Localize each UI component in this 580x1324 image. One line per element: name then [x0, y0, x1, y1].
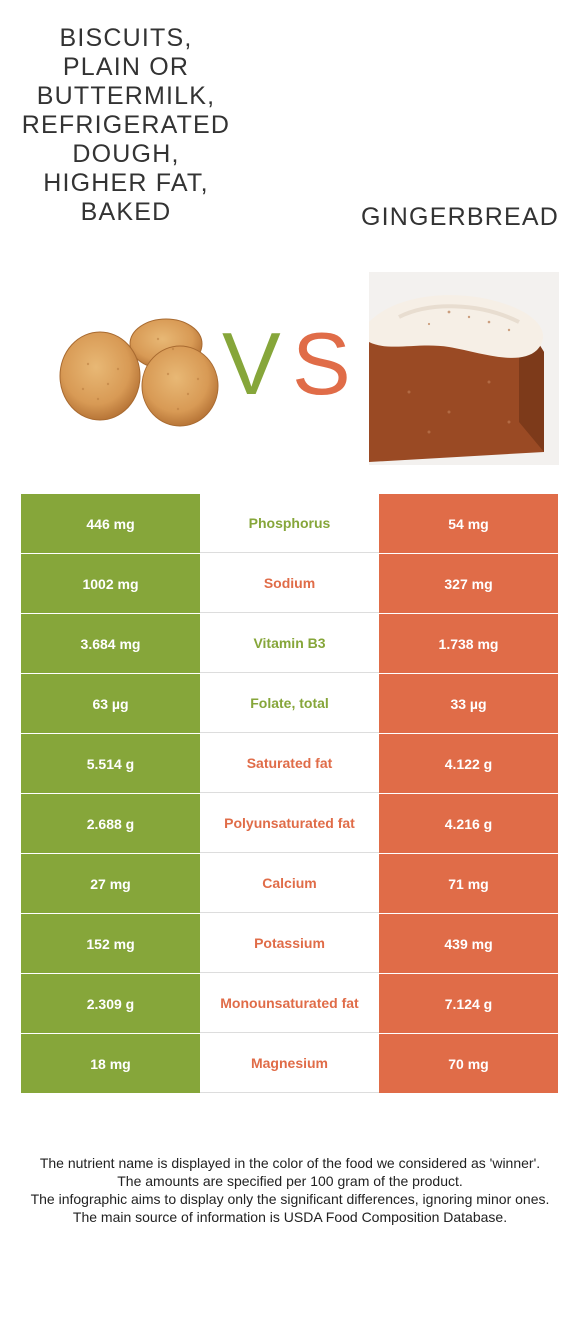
right-value: 4.122 g [379, 734, 558, 793]
nutrient-name: Polyunsaturated fat [200, 794, 379, 853]
row-divider [21, 613, 558, 614]
nutrient-comparison-table: 446 mg Phosphorus 54 mg 1002 mg Sodium 327 mg… [21, 494, 558, 1094]
right-value: 71 mg [379, 854, 558, 913]
table-row: 2.309 g Monounsaturated fat 7.124 g [21, 974, 558, 1034]
left-food-title: BISCUITS, PLAIN OR BUTTERMILK, REFRIGERA… [20, 24, 232, 227]
table-row: 27 mg Calcium 71 mg [21, 854, 558, 914]
nutrient-name: Sodium [200, 554, 379, 613]
right-value: 70 mg [379, 1034, 558, 1093]
left-value: 63 µg [21, 674, 200, 733]
left-value: 18 mg [21, 1034, 200, 1093]
vs-letter-s: S [292, 314, 351, 413]
left-value: 5.514 g [21, 734, 200, 793]
left-title-line: DOUGH, [72, 140, 180, 168]
table-row: 3.684 mg Vitamin B3 1.738 mg [21, 614, 558, 674]
left-title-line: REFRIGERATED [21, 111, 231, 139]
left-title-line: BUTTERMILK, [36, 82, 216, 110]
left-value: 1002 mg [21, 554, 200, 613]
nutrient-name: Calcium [200, 854, 379, 913]
table-row: 63 µg Folate, total 33 µg [21, 674, 558, 734]
right-food-title: GINGERBREAD [361, 203, 559, 231]
left-title-line: BAKED [80, 198, 172, 226]
left-title-line: PLAIN OR [62, 53, 190, 81]
table-row: 1002 mg Sodium 327 mg [21, 554, 558, 614]
left-title-line: BISCUITS, [59, 24, 193, 52]
right-value: 327 mg [379, 554, 558, 613]
footer-note: The nutrient name is displayed in the co… [39, 1155, 541, 1171]
left-title-line: HIGHER FAT, [43, 169, 209, 197]
nutrient-name: Monounsaturated fat [200, 974, 379, 1033]
row-divider [21, 673, 558, 674]
row-divider [21, 1033, 558, 1034]
nutrient-name: Folate, total [200, 674, 379, 733]
left-value: 446 mg [21, 494, 200, 553]
row-divider [21, 733, 558, 734]
row-divider [21, 853, 558, 854]
row-divider [21, 1093, 558, 1094]
table-row: 5.514 g Saturated fat 4.122 g [21, 734, 558, 794]
nutrient-name: Phosphorus [200, 494, 379, 553]
left-value: 27 mg [21, 854, 200, 913]
nutrient-name: Saturated fat [200, 734, 379, 793]
left-value: 2.688 g [21, 794, 200, 853]
right-value: 33 µg [379, 674, 558, 733]
row-divider [21, 553, 558, 554]
right-value: 54 mg [379, 494, 558, 553]
footer-note: The main source of information is USDA F… [72, 1209, 508, 1225]
footer-notes: The nutrient name is displayed in the co… [20, 1154, 560, 1226]
biscuits-image [59, 318, 219, 427]
table-row: 446 mg Phosphorus 54 mg [21, 494, 558, 554]
footer-note: The amounts are specified per 100 gram o… [117, 1173, 463, 1189]
left-value: 3.684 mg [21, 614, 200, 673]
left-value: 152 mg [21, 914, 200, 973]
table-row: 18 mg Magnesium 70 mg [21, 1034, 558, 1094]
footer-note: The infographic aims to display only the… [30, 1191, 550, 1207]
vs-letter-v: V [222, 314, 281, 413]
right-value: 1.738 mg [379, 614, 558, 673]
nutrient-name: Vitamin B3 [200, 614, 379, 673]
right-value: 4.216 g [379, 794, 558, 853]
table-row: 2.688 g Polyunsaturated fat 4.216 g [21, 794, 558, 854]
table-row: 152 mg Potassium 439 mg [21, 914, 558, 974]
right-value: 439 mg [379, 914, 558, 973]
gingerbread-image [369, 272, 559, 465]
row-divider [21, 973, 558, 974]
row-divider [21, 793, 558, 794]
right-value: 7.124 g [379, 974, 558, 1033]
nutrient-name: Magnesium [200, 1034, 379, 1093]
row-divider [21, 913, 558, 914]
nutrient-name: Potassium [200, 914, 379, 973]
left-value: 2.309 g [21, 974, 200, 1033]
